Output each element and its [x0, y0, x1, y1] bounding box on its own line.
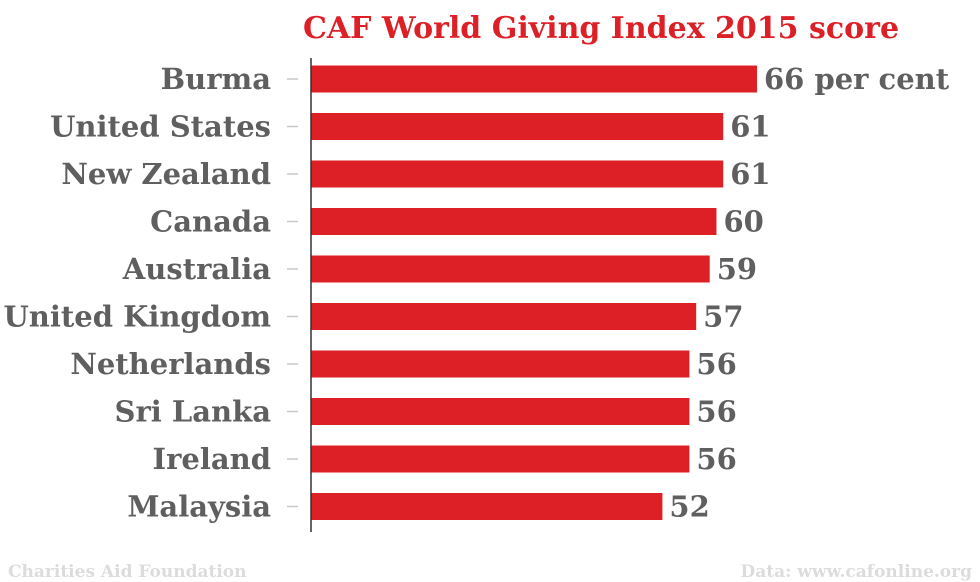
- bar: [311, 350, 690, 378]
- data-label: 57: [703, 300, 743, 334]
- category-label: Sri Lanka: [115, 395, 272, 429]
- bar: [311, 113, 724, 140]
- category-label: Malaysia: [127, 490, 271, 524]
- category-label: United States: [50, 110, 271, 144]
- data-label: 52: [669, 490, 709, 524]
- category-label: United Kingdom: [4, 300, 272, 334]
- bar: [311, 65, 757, 93]
- data-label: 56: [696, 442, 736, 476]
- category-label: Ireland: [153, 442, 271, 476]
- bar: [311, 255, 710, 283]
- bar: [311, 398, 690, 425]
- data-label: 56: [696, 395, 736, 429]
- category-label: Canada: [150, 205, 271, 239]
- category-label: Burma: [161, 62, 272, 96]
- bar: [311, 445, 690, 473]
- footer-source: Charities Aid Foundation: [8, 562, 247, 582]
- data-label: 66 per cent: [764, 62, 950, 96]
- bar: [311, 208, 717, 235]
- data-label: 56: [696, 347, 736, 381]
- data-label: 61: [730, 157, 770, 191]
- bar: [311, 493, 663, 520]
- bar: [311, 303, 697, 330]
- bar: [311, 160, 724, 188]
- category-label: Australia: [122, 252, 271, 286]
- footer-data-url: Data: www.cafonline.org: [740, 562, 972, 582]
- category-label: Netherlands: [70, 347, 271, 381]
- data-label: 60: [723, 205, 763, 239]
- category-label: New Zealand: [61, 157, 271, 191]
- data-label: 61: [730, 110, 770, 144]
- chart-title: CAF World Giving Index 2015 score: [303, 11, 899, 46]
- data-label: 59: [717, 252, 757, 286]
- bars-group: Burma 66 per cent United States 61 New Zeala…: [4, 62, 950, 524]
